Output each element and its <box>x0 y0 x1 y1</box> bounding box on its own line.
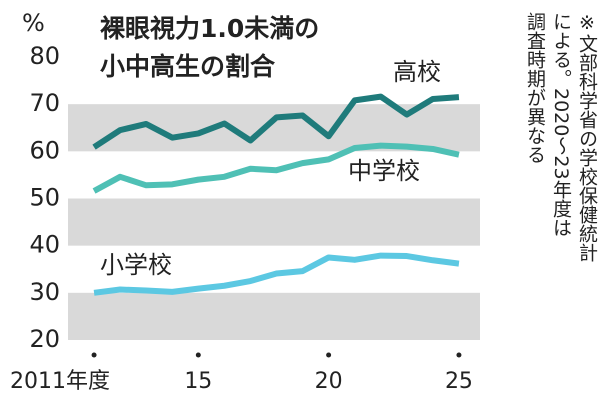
y-tick-label: 40 <box>29 231 60 259</box>
note-line: による。2020～23年度は <box>550 12 572 237</box>
series-line <box>92 142 460 194</box>
note: ※文部科学省の学校保健統計 による。2020～23年度は 調査時期が異なる <box>488 12 600 407</box>
x-tick <box>326 352 332 358</box>
y-tick-label: 60 <box>29 136 60 164</box>
x-tick <box>91 352 97 358</box>
y-unit: % <box>22 9 45 37</box>
series-label: 高校 <box>393 58 441 86</box>
chart: % 裸眼視力1.0未満の 小中高生の割合 20 30 40 50 60 70 80 2011年… <box>10 9 480 394</box>
x-tick-label: 2011年度 <box>10 369 110 394</box>
y-tick-label: 20 <box>29 325 60 353</box>
y-tick-label: 70 <box>29 89 60 117</box>
y-tick-label: 50 <box>29 184 60 212</box>
series-line <box>93 252 460 296</box>
x-tick-label: 20 <box>315 369 343 394</box>
x-tick <box>456 352 462 358</box>
series-line <box>92 93 460 150</box>
grid-band <box>68 198 480 246</box>
chart-title: 小中高生の割合 <box>100 52 276 81</box>
note-line: 調査時期が異なる <box>524 12 546 164</box>
series-label-halo: 小学校 <box>100 251 172 279</box>
series-label: 小学校 <box>100 251 172 279</box>
series-label: 中学校 <box>348 157 420 185</box>
x-tick <box>195 352 201 358</box>
y-tick-label: 30 <box>29 278 60 306</box>
y-tick-label: 80 <box>29 42 60 70</box>
chart-title: 裸眼視力1.0未満の <box>100 14 319 43</box>
series-label-halo: 高校 <box>393 58 441 86</box>
x-tick-label: 25 <box>445 369 473 394</box>
series-label-halo: 中学校 <box>348 157 420 185</box>
grid-band <box>68 292 480 340</box>
x-tick-label: 15 <box>184 369 212 394</box>
note-line: ※文部科学省の学校保健統計 <box>576 12 598 262</box>
